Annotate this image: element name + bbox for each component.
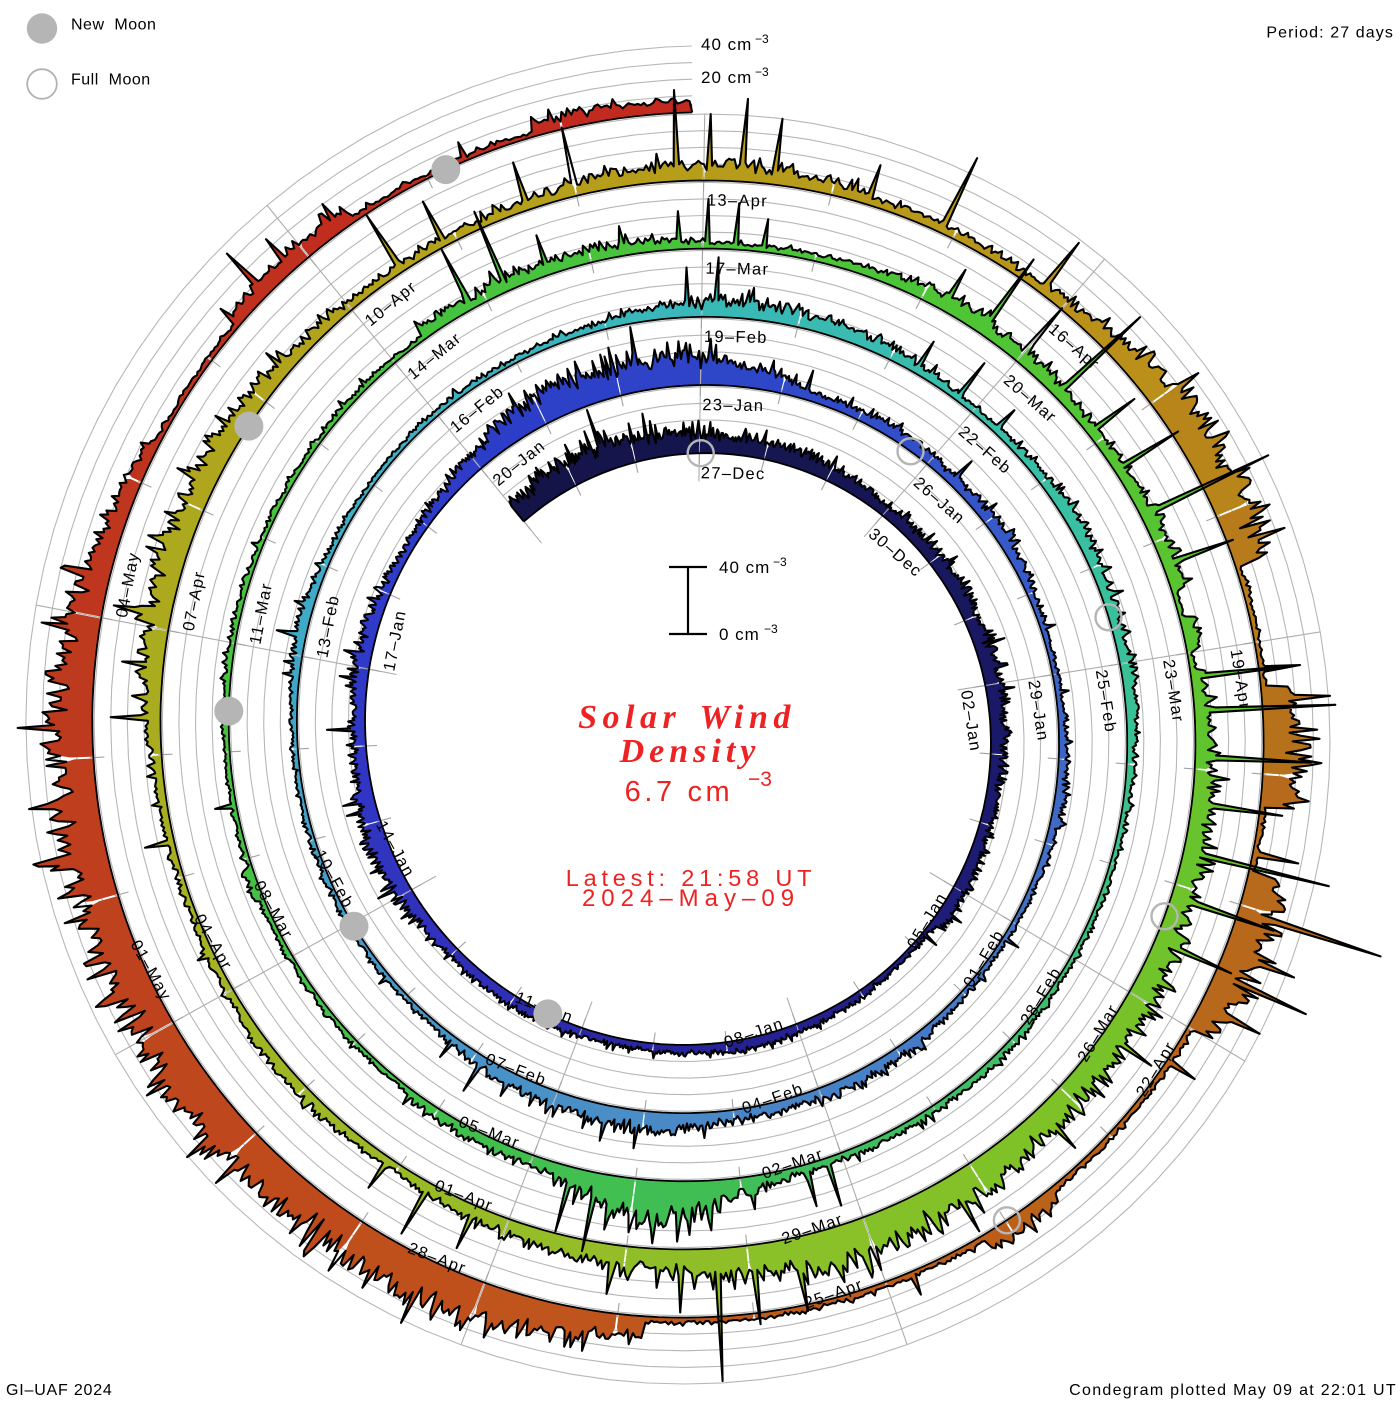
svg-text:Latest: 21:58 UT: Latest: 21:58 UT — [566, 865, 817, 891]
svg-text:GI–UAF 2024: GI–UAF 2024 — [6, 1382, 113, 1399]
svg-text:Condegram plotted May 09 at 22: Condegram plotted May 09 at 22:01 UT — [1069, 1382, 1397, 1399]
svg-text:0 cm: 0 cm — [719, 625, 760, 644]
svg-text:Density: Density — [619, 733, 761, 770]
svg-text:6.7 cm: 6.7 cm — [625, 776, 734, 808]
svg-text:−3: −3 — [748, 768, 772, 791]
svg-text:17–Mar: 17–Mar — [705, 260, 769, 279]
svg-text:Full Moon: Full Moon — [71, 72, 151, 89]
svg-text:Period: 27 days: Period: 27 days — [1266, 25, 1394, 42]
svg-text:−3: −3 — [755, 32, 769, 46]
svg-text:40 cm: 40 cm — [719, 558, 770, 577]
svg-text:−3: −3 — [773, 555, 787, 569]
svg-text:20 cm: 20 cm — [701, 68, 752, 87]
svg-text:2024–May–09: 2024–May–09 — [582, 885, 800, 912]
svg-text:−3: −3 — [764, 622, 778, 636]
svg-text:New Moon: New Moon — [71, 17, 156, 34]
svg-text:40 cm: 40 cm — [701, 35, 752, 54]
svg-text:19–Feb: 19–Feb — [704, 328, 768, 347]
svg-text:Solar Wind: Solar Wind — [578, 699, 796, 736]
svg-text:27–Dec: 27–Dec — [701, 464, 766, 483]
svg-text:−3: −3 — [755, 65, 769, 79]
svg-text:13–Apr: 13–Apr — [707, 192, 768, 211]
svg-text:23–Jan: 23–Jan — [702, 396, 764, 415]
